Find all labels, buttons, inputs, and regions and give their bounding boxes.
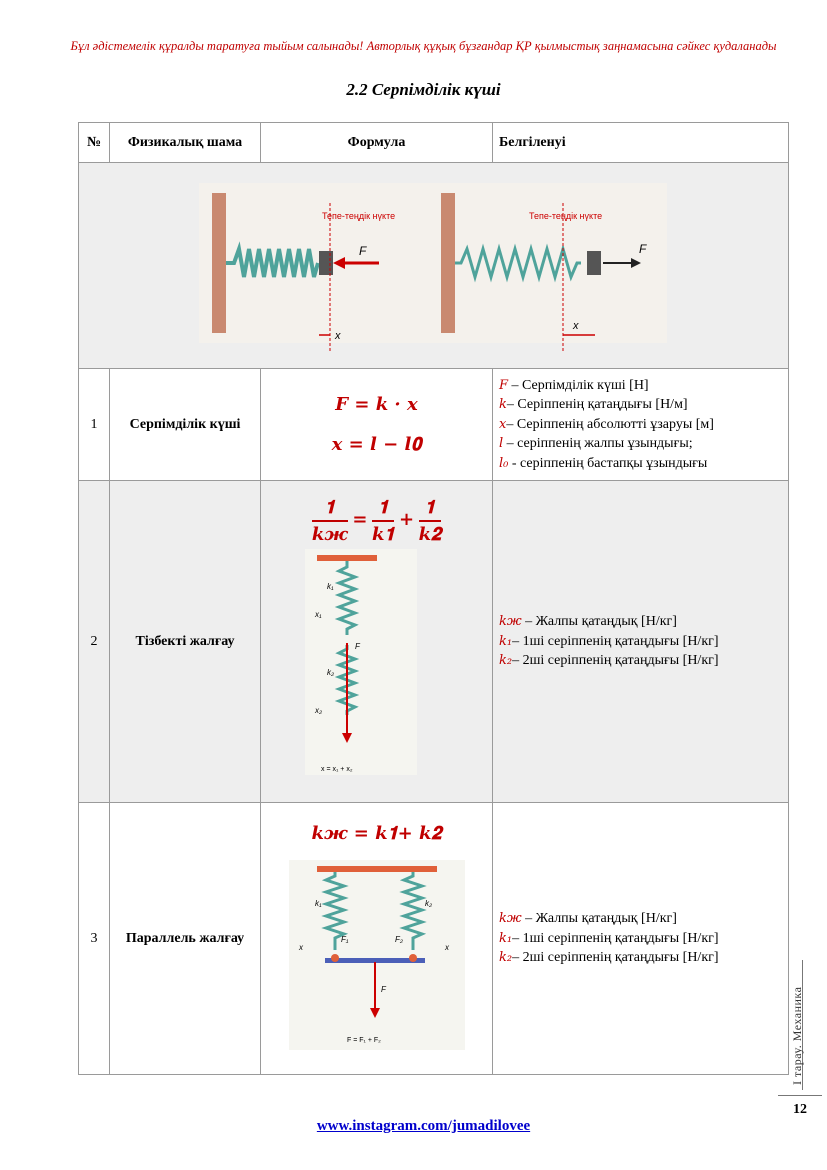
- table-header-row: № Физикалық шама Формула Белгіленуі: [78, 122, 789, 163]
- instagram-link[interactable]: www.instagram.com/jumadilovee: [316, 1118, 531, 1134]
- spring-stretched: [455, 243, 581, 283]
- f-label: F: [381, 985, 387, 994]
- figure-row: Тепе-теңдік нүкте F x Тепе-теңдік нүкте …: [78, 162, 789, 369]
- wall-left: [212, 193, 226, 333]
- x-label-right: x: [444, 943, 450, 952]
- formula-parallel: 𝒌ж = 𝒌𝟏+ 𝒌𝟐: [311, 823, 442, 844]
- desc-item: l – серіппенің жалпы ұзындығы;: [499, 436, 693, 452]
- x1-label: x₁: [314, 610, 322, 619]
- force-label-right: F: [639, 242, 647, 256]
- x-label-left: x: [334, 330, 341, 342]
- quantity-name: Серпімділік күші: [109, 368, 261, 481]
- k2-label: k₂: [425, 899, 432, 908]
- row-number: 3: [78, 802, 110, 1075]
- block-left: [319, 251, 333, 275]
- f-label: F: [355, 642, 361, 651]
- desc-item: k₂– 2ші серіппенің қатаңдығы [Н/кг]: [499, 950, 719, 966]
- quantity-name: Тізбекті жалғау: [109, 480, 261, 803]
- desc-item: k₁– 1ші серіппенің қатаңдығы [Н/кг]: [499, 930, 719, 946]
- parallel-caption: F = F₁ + F₂: [347, 1037, 381, 1044]
- series-caption: x = x₁ + x₂: [321, 766, 353, 773]
- formula-cell: 𝒌ж = 𝒌𝟏+ 𝒌𝟐 k₁ k₂ F₁ F₂ x x F F = F₁ + F…: [260, 802, 493, 1075]
- x-label-right: x: [572, 320, 579, 332]
- series-springs-figure: k₁ k₂ x₁ x₂ F x = x₁ + x₂: [305, 549, 417, 775]
- x2-label: x₂: [314, 706, 322, 715]
- quantity-name: Параллель жалғау: [109, 802, 261, 1075]
- equilibrium-label-left: Тепе-теңдік нүкте: [322, 211, 395, 221]
- spring-k1: [321, 872, 349, 950]
- f1-label: F₁: [341, 935, 349, 944]
- table-row: 3 Параллель жалғау 𝒌ж = 𝒌𝟏+ 𝒌𝟐 k₁ k₂ F₁ …: [78, 802, 789, 1075]
- equilibrium-label-right: Тепе-теңдік нүкте: [529, 211, 602, 221]
- side-divider: [802, 960, 803, 1090]
- notation-cell: kж – Жалпы қатаңдық [Н/кг] k₁– 1ші серіп…: [492, 802, 789, 1075]
- desc-item: kж – Жалпы қатаңдық [Н/кг]: [499, 614, 677, 630]
- lower-bar: [325, 958, 425, 963]
- section-title: 2.2 Серпімділік күші: [346, 80, 501, 99]
- formula-extension: 𝒙 = 𝒍 − 𝒍𝟎: [331, 433, 422, 455]
- formula-series: 𝟏 𝒌ж = 𝟏 𝒌𝟏 + 𝟏 𝒌𝟐: [311, 497, 442, 545]
- wall-right: [441, 193, 455, 333]
- x-label-left: x: [298, 943, 304, 952]
- formula-hooke: 𝑭 = 𝒌 · 𝒙: [335, 393, 418, 415]
- chapter-label: I тарау. Механика: [790, 986, 804, 1085]
- force-label-left: F: [359, 244, 367, 258]
- formula-table: № Физикалық шама Формула Белгіленуі Тепе…: [78, 122, 789, 1075]
- spring-figure-cell: Тепе-теңдік нүкте F x Тепе-теңдік нүкте …: [78, 162, 789, 369]
- spring-compressed: [226, 241, 320, 278]
- parallel-springs-figure: k₁ k₂ F₁ F₂ x x F F = F₁ + F₂: [289, 860, 465, 1050]
- f2-label: F₂: [395, 935, 403, 944]
- col-notation-header: Белгіленуі: [492, 122, 789, 163]
- desc-item: k₁– 1ші серіппенің қатаңдығы [Н/кг]: [499, 633, 719, 649]
- table-row: 2 Тізбекті жалғау 𝟏 𝒌ж = 𝟏 𝒌𝟏 + 𝟏 𝒌𝟐 k₁ k₂ …: [78, 480, 789, 803]
- spring-k2: [399, 872, 427, 950]
- col-formula-header: Формула: [260, 122, 493, 163]
- page-number: 12: [778, 1095, 822, 1118]
- row-number: 1: [78, 368, 110, 481]
- desc-item: F – Серпімділік күші [Н]: [499, 377, 649, 393]
- notation-cell: F – Серпімділік күші [Н] k– Серіппенің қ…: [492, 368, 789, 481]
- spring-equilibrium-figure: Тепе-теңдік нүкте F x Тепе-теңдік нүкте …: [199, 183, 667, 353]
- desc-item: k₂– 2ші серіппенің қатаңдығы [Н/кг]: [499, 653, 719, 669]
- formula-cell: 𝑭 = 𝒌 · 𝒙 𝒙 = 𝒍 − 𝒍𝟎: [260, 368, 493, 481]
- k2-label: k₂: [327, 668, 334, 677]
- table-row: 1 Серпімділік күші 𝑭 = 𝒌 · 𝒙 𝒙 = 𝒍 − 𝒍𝟎 …: [78, 368, 789, 481]
- ceiling-bar: [317, 555, 377, 561]
- formula-cell: 𝟏 𝒌ж = 𝟏 𝒌𝟏 + 𝟏 𝒌𝟐 k₁ k₂ x₁ x₂ F x = x₁ + x…: [260, 480, 493, 803]
- spring-k1: [334, 561, 360, 635]
- desc-item: k– Серіппенің қатаңдығы [Н/м]: [499, 397, 688, 413]
- desc-item: kж – Жалпы қатаңдық [Н/кг]: [499, 911, 677, 927]
- desc-item: x– Серіппенің абсолютті ұзаруы [м]: [499, 416, 714, 432]
- notation-cell: kж – Жалпы қатаңдық [Н/кг] k₁– 1ші серіп…: [492, 480, 789, 803]
- desc-item: l₀ - серіппенің бастапқы ұзындығы: [499, 455, 708, 471]
- copyright-warning: Бұл әдістемелік құралды таратуға тыйым с…: [70, 39, 777, 53]
- col-number-header: №: [78, 122, 110, 163]
- block-right: [587, 251, 601, 275]
- ceiling-bar: [317, 866, 437, 872]
- col-quantity-header: Физикалық шама: [109, 122, 261, 163]
- row-number: 2: [78, 480, 110, 803]
- k1-label: k₁: [315, 899, 322, 908]
- k1-label: k₁: [327, 582, 334, 591]
